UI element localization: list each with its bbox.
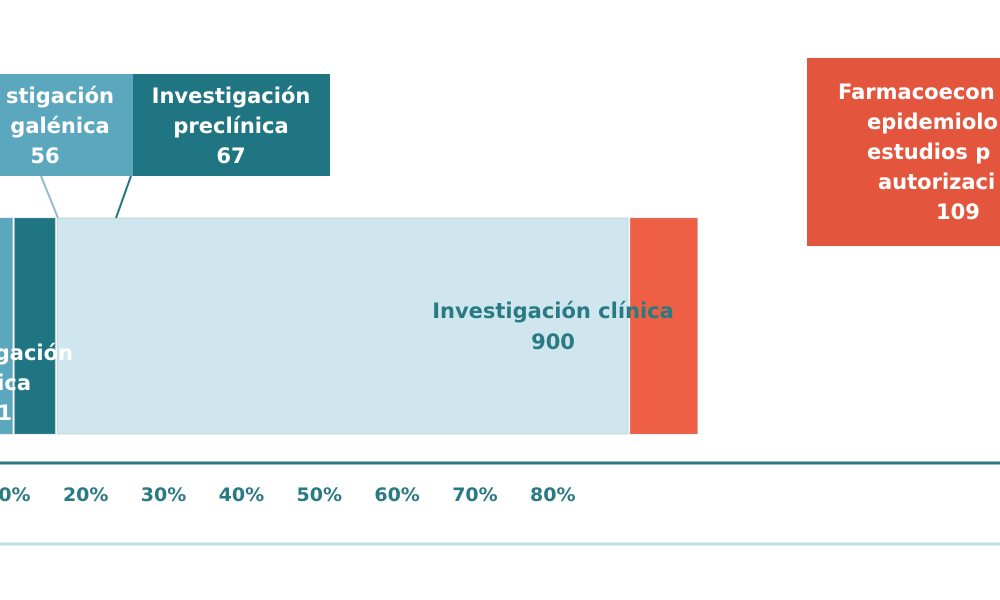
callout-box-preclinica [133, 74, 330, 176]
bar-label-basica-line1: igación [0, 341, 73, 365]
bar-segment-clinica [56, 217, 629, 435]
callout-box-galenica [0, 74, 137, 176]
bar-label-basica-value: 1 [0, 401, 12, 425]
callout-galenica-value: 56 [30, 144, 59, 168]
bar-label-clinica-name: Investigación clínica [432, 299, 674, 323]
callout-farmaco-line1: Farmacoecon [838, 80, 995, 104]
callout-preclinica-line1: Investigación [152, 84, 311, 108]
leader-line-preclinica-bar [115, 175, 132, 219]
callout-farmaco-line2: epidemiolo [867, 110, 998, 134]
x-tick-label: 30% [141, 484, 186, 506]
x-tick-label: 10% [0, 484, 31, 506]
callout-farmaco-line4: autorizaci [878, 170, 995, 194]
bar-label-basica-line2: ica [0, 371, 31, 395]
x-tick-label: 60% [374, 484, 419, 506]
x-axis-ticks: 10% 20% 30% 40% 50% 60% 70% 80% [0, 484, 576, 506]
x-tick-label: 70% [452, 484, 497, 506]
bar-segment-farmaco [629, 217, 698, 435]
callout-galenica-line2: galénica [10, 114, 109, 138]
x-tick-label: 20% [63, 484, 108, 506]
x-tick-label: 40% [219, 484, 264, 506]
callout-farmaco-value: 109 [936, 200, 980, 224]
x-tick-label: 50% [297, 484, 342, 506]
callout-preclinica-line2: preclínica [173, 114, 288, 138]
callout-farmaco-line3: estudios p [867, 140, 990, 164]
bar-label-clinica-value: 900 [531, 330, 575, 354]
bar-segments [0, 217, 698, 435]
callout-box-farmaco [807, 58, 1000, 246]
leader-line-galenica-bar [40, 175, 59, 219]
callout-galenica-line1: stigación [6, 84, 114, 108]
bar-segment-preclinica [14, 217, 56, 435]
bar-segment-galenica [0, 217, 14, 435]
callout-preclinica-value: 67 [216, 144, 245, 168]
x-tick-label: 80% [530, 484, 575, 506]
